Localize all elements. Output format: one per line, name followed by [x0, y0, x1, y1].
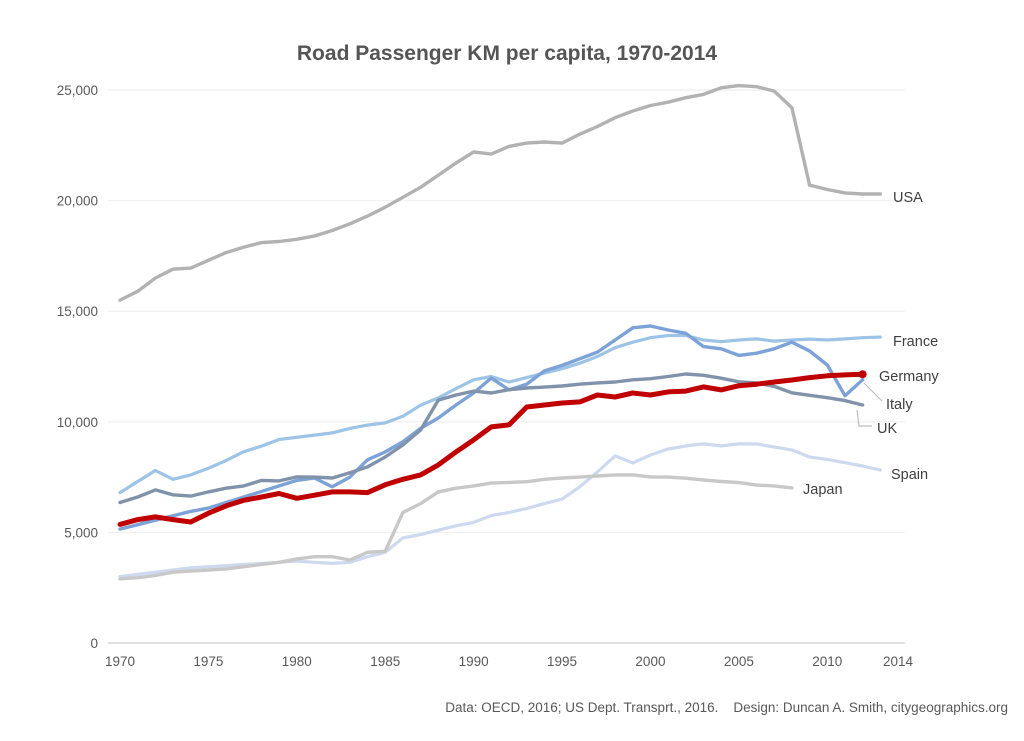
series-label-uk: UK	[877, 421, 897, 437]
line-japan	[118, 473, 794, 581]
line-spain	[118, 442, 882, 579]
x-tick-label: 1975	[193, 654, 223, 669]
x-tick-label: 1970	[105, 654, 135, 669]
y-tick-label: 25,000	[57, 83, 98, 98]
x-tick-label: 2014	[883, 654, 914, 669]
y-tick-label: 15,000	[57, 304, 98, 319]
line-usa	[118, 83, 882, 302]
leader-line-uk	[856, 409, 872, 427]
y-tick-label: 5,000	[64, 525, 98, 540]
line-italy	[118, 324, 865, 531]
x-tick-label: 2010	[812, 654, 842, 669]
end-dot-germany	[858, 370, 867, 379]
x-tick-label: 1980	[282, 654, 312, 669]
series-label-italy: Italy	[886, 397, 913, 413]
y-tick-label: 0	[90, 636, 98, 651]
line-france	[118, 333, 882, 495]
x-tick-label: 2005	[724, 654, 754, 669]
line-germany	[117, 371, 866, 527]
x-tick-label: 2000	[635, 654, 665, 669]
attribution-text: Data: OECD, 2016; US Dept. Transprt., 20…	[445, 700, 1008, 715]
x-tick-label: 1995	[547, 654, 577, 669]
x-tick-label: 1985	[370, 654, 400, 669]
line-uk	[118, 372, 865, 505]
x-tick-label: 1990	[459, 654, 489, 669]
y-tick-label: 20,000	[57, 194, 98, 209]
y-tick-label: 10,000	[57, 415, 98, 430]
leader-line-italy	[863, 382, 883, 402]
series-label-germany: Germany	[879, 369, 939, 385]
series-label-spain: Spain	[891, 467, 928, 483]
series-label-japan: Japan	[803, 482, 843, 498]
chart-title: Road Passenger KM per capita, 1970-2014	[296, 42, 718, 65]
series-label-france: France	[893, 334, 938, 350]
series-label-usa: USA	[893, 190, 923, 206]
